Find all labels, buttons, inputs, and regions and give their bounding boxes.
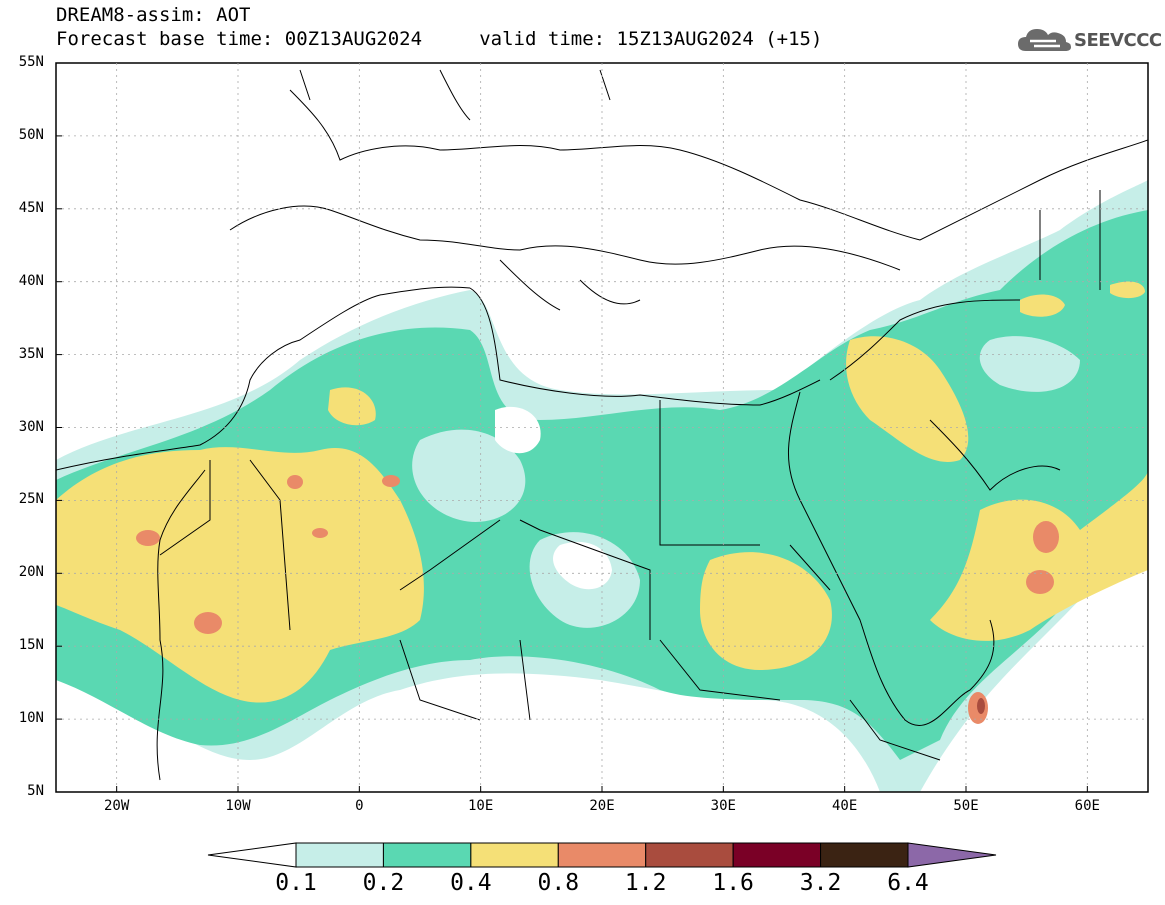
colorbar-tick-label: 3.2 [799, 870, 842, 896]
aot-band-0.4 [56, 447, 424, 703]
lon-label: 40E [832, 798, 858, 814]
coastlines [56, 69, 1148, 781]
forecast-time-line: Forecast base time: 00Z13AUG2024 valid t… [56, 28, 823, 50]
axis-ticks [56, 62, 1088, 793]
lon-label: 50E [953, 798, 979, 814]
logo-text: SEEVCCC [1074, 29, 1162, 51]
aot-band-0.8 [136, 530, 160, 546]
colorbar-tick-label: 1.6 [712, 870, 754, 896]
lon-label: 10E [468, 798, 494, 814]
lat-label: 5N [27, 783, 44, 799]
colorbar-segment [557, 842, 647, 868]
colorbar-tick-label: 0.8 [537, 870, 580, 896]
lat-label: 35N [18, 345, 44, 362]
lat-label: 25N [18, 491, 44, 508]
colorbar-tick-label: 0.1 [275, 870, 317, 896]
lat-label: 20N [18, 564, 44, 581]
colorbar-segment [820, 842, 909, 868]
colorbar-tick-label: 0.4 [450, 870, 492, 896]
lon-label: 20W [104, 798, 130, 814]
lat-label: 10N [18, 710, 44, 727]
lat-label: 45N [18, 199, 44, 216]
colorbar-tick-label: 1.2 [624, 870, 667, 896]
lat-label: 40N [18, 272, 44, 289]
lat-label: 55N [18, 54, 44, 70]
lat-label: 15N [18, 637, 44, 654]
map-title: DREAM8-assim: AOT [56, 4, 251, 26]
colorbar-tick-label: 0.2 [362, 870, 405, 896]
graticule [56, 63, 1148, 792]
lon-label: 20E [589, 798, 615, 814]
aot-band-1.2 [977, 698, 985, 714]
colorbar-segment [382, 842, 472, 868]
colorbar-upper-arrow [907, 842, 997, 868]
colorbar-tick-label: 6.4 [887, 870, 929, 896]
lat-label: 50N [18, 126, 44, 143]
lon-label: 60E [1074, 798, 1100, 814]
colorbar-segment [732, 842, 822, 868]
colorbar-lower-arrow [207, 842, 297, 868]
colorbar-segment [295, 842, 384, 868]
cloud-icon [1018, 29, 1071, 51]
lon-label: 30E [710, 798, 736, 814]
lon-label: 10W [225, 798, 251, 814]
seevccc-logo: SEEVCCC [1016, 20, 1162, 60]
lon-label: 0 [355, 798, 364, 814]
colorbar-segment [470, 842, 559, 868]
lat-label: 30N [18, 418, 44, 435]
colorbar-segment [645, 842, 734, 868]
